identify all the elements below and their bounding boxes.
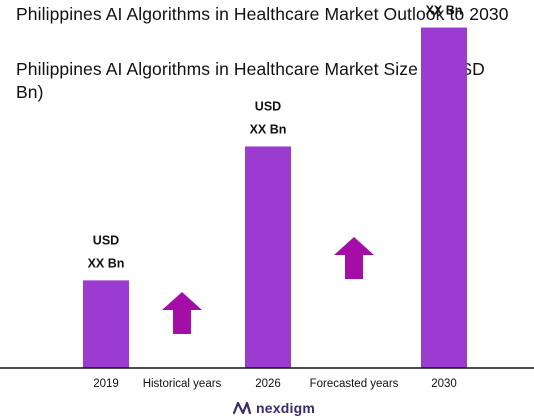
up-arrow-icon <box>334 237 374 279</box>
bar-2019 <box>83 280 129 368</box>
bar-2026 <box>245 146 291 368</box>
up-arrow-icon <box>162 292 202 334</box>
x-tick-label-2030: 2030 <box>431 378 457 390</box>
bar-value-label-2026-2: XX Bn <box>250 122 287 136</box>
x-tick-label-2019: 2019 <box>93 378 119 390</box>
bar-value-label-2030-2: XX Bn <box>426 4 463 18</box>
bar-value-label-2019-1: USD <box>93 233 119 247</box>
x-tick-label-2026: 2026 <box>255 378 281 390</box>
bar-value-label-2019-2: XX Bn <box>88 256 125 270</box>
period-label-2: Forecasted years <box>310 378 399 390</box>
bar-2030 <box>421 27 467 368</box>
bar-value-label-2026-1: USD <box>255 99 281 113</box>
period-label-1: Historical years <box>143 378 222 390</box>
brand-name: nexdigm <box>256 400 315 416</box>
page-title: Philippines AI Algorithms in Healthcare … <box>16 4 509 24</box>
nexdigm-logo-icon <box>232 401 252 415</box>
chart-subtitle: Philippines AI Algorithms in Healthcare … <box>16 59 485 102</box>
brand-logo: nexdigm <box>232 398 315 418</box>
